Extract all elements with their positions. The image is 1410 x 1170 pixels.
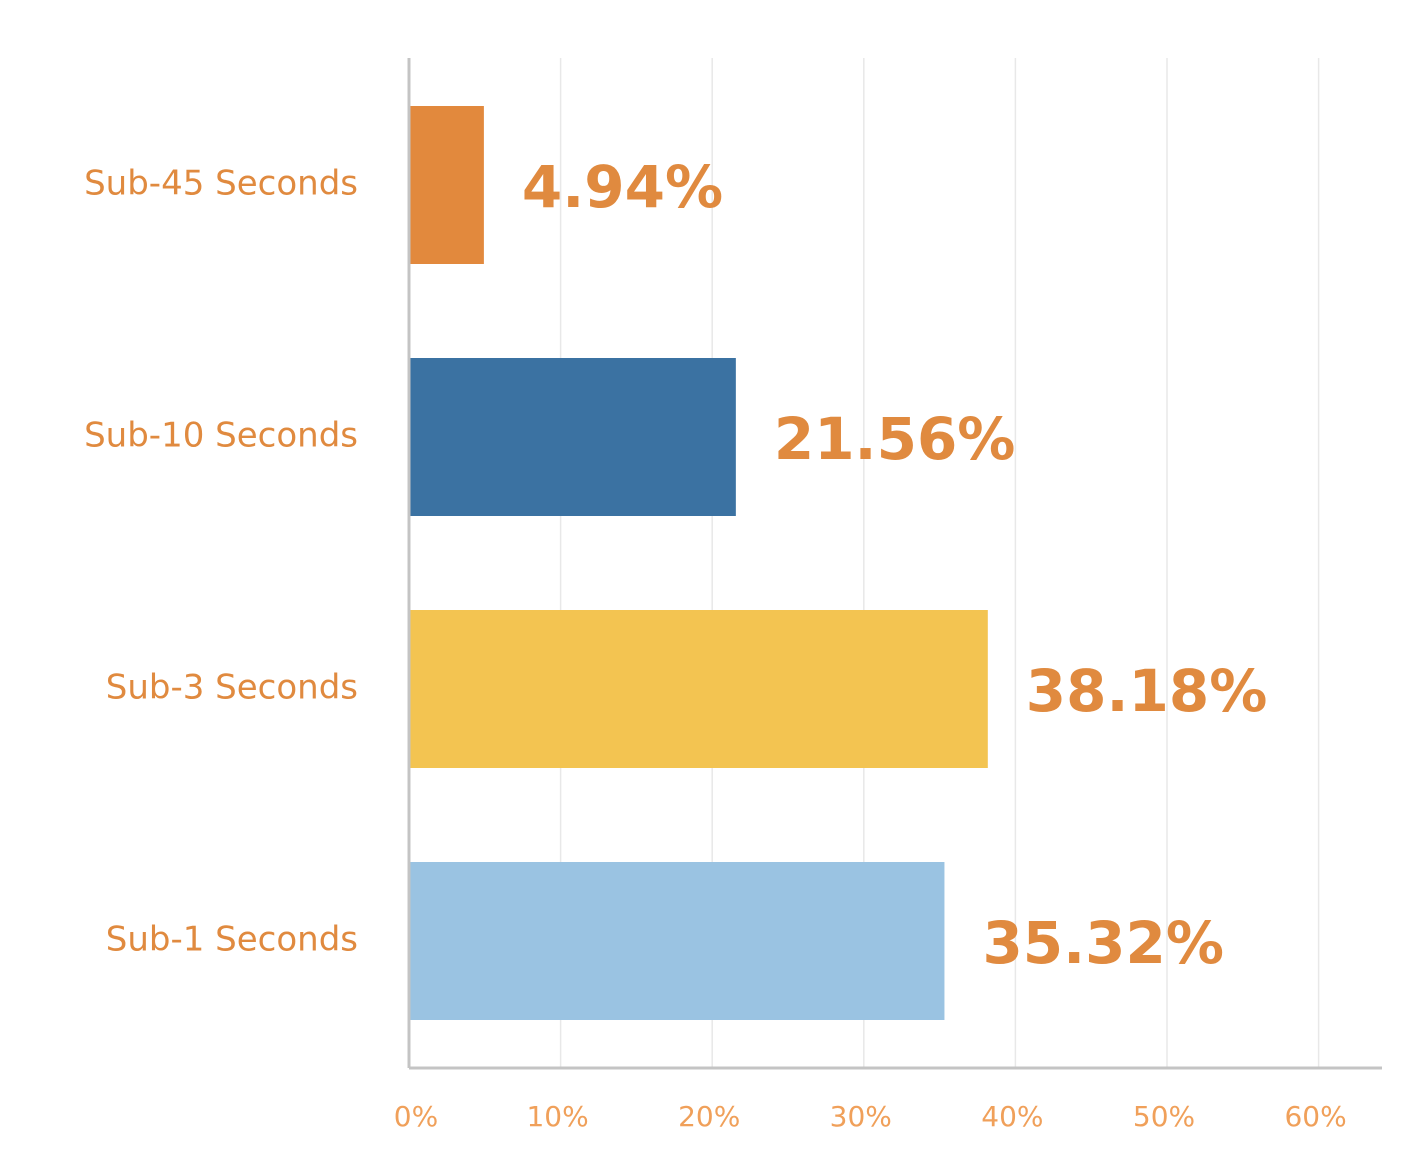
tick-label-20: 20% (678, 1100, 740, 1133)
category-labels: Sub-45 Seconds Sub-10 Seconds Sub-3 Second… (84, 164, 358, 960)
value-label-1: 21.56% (774, 405, 1016, 473)
bar-2 (410, 610, 988, 768)
tick-label-40: 40% (981, 1100, 1043, 1133)
x-tick-labels: 0% 10% 20% 30% 40% 50% 60% (394, 1100, 1347, 1133)
bar-0 (410, 106, 484, 264)
tick-label-60: 60% (1284, 1100, 1346, 1133)
tick-label-0: 0% (394, 1100, 438, 1133)
tick-label-10: 10% (526, 1100, 588, 1133)
axes (407, 58, 1382, 1070)
bar-3 (410, 862, 945, 1020)
category-label-2: Sub-3 Seconds (106, 668, 358, 708)
tick-label-50: 50% (1133, 1100, 1195, 1133)
category-label-3: Sub-1 Seconds (106, 920, 358, 960)
value-labels: 4.94% 21.56% 38.18% 35.32% (522, 153, 1267, 977)
category-label-0: Sub-45 Seconds (84, 164, 358, 204)
value-label-2: 38.18% (1026, 657, 1268, 725)
value-label-0: 4.94% (522, 153, 723, 221)
bar-1 (410, 358, 736, 516)
category-label-1: Sub-10 Seconds (84, 416, 358, 456)
tick-label-30: 30% (830, 1100, 892, 1133)
bars (410, 106, 988, 1020)
value-label-3: 35.32% (982, 909, 1224, 977)
